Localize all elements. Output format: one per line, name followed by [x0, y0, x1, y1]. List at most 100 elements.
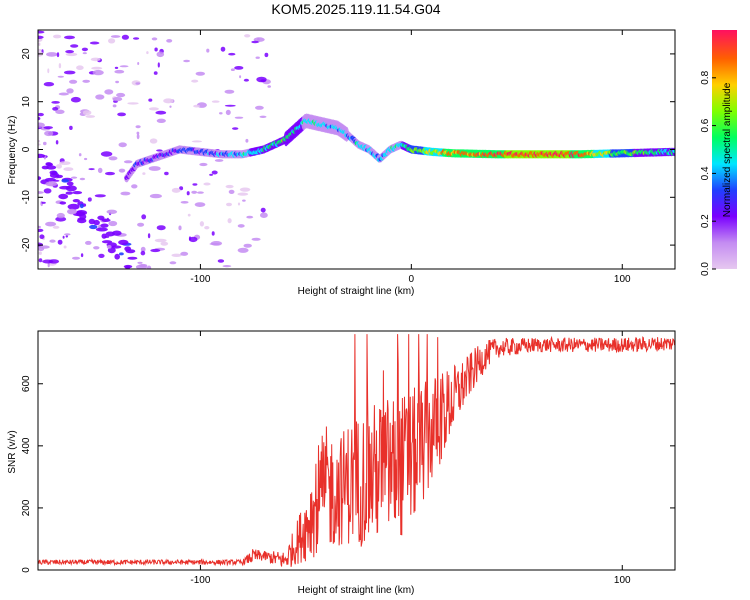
ridge-blob [79, 213, 87, 220]
noise-blob [41, 201, 46, 204]
spectrogram-x-tick-label: 100 [614, 274, 631, 285]
spectrogram-x-axis-label: Height of straight line (km) [298, 286, 415, 297]
noise-blob [100, 151, 113, 157]
ridge-blob [38, 153, 46, 158]
noise-blob [87, 197, 92, 202]
noise-blob [149, 138, 158, 144]
noise-blob [164, 171, 169, 176]
noise-blob [251, 40, 259, 44]
noise-blob [80, 253, 84, 258]
noise-blob [51, 101, 60, 104]
noise-blob [230, 68, 235, 71]
noise-blob [65, 50, 74, 54]
spectrogram-x-tick-label: -100 [190, 274, 210, 285]
snr-y-tick-label: 0 [21, 567, 32, 573]
ridge-blob [72, 199, 80, 203]
colorbar-ticks: 0.0 0.2 0.4 0.6 0.8 [700, 70, 716, 276]
noise-blob [186, 191, 190, 196]
noise-blob [52, 225, 60, 229]
noise-blob [133, 37, 140, 40]
spectrogram-x-tick-label: 0 [409, 274, 415, 285]
noise-blob [56, 52, 60, 58]
noise-blob [148, 166, 161, 171]
noise-blob [225, 184, 234, 189]
noise-blob [169, 261, 177, 265]
noise-blob [211, 231, 215, 236]
snr-y-tick-label: 200 [21, 499, 32, 516]
ridge-blob [79, 203, 84, 209]
noise-blob [93, 246, 100, 250]
noise-blob [115, 80, 119, 84]
snr-x-tick-label: 100 [614, 575, 631, 586]
ridge-blob [65, 191, 73, 195]
noise-blob [44, 130, 54, 137]
noise-blob [108, 38, 116, 44]
noise-blob [90, 57, 101, 62]
noise-blob [43, 141, 47, 146]
ridge-blob [44, 177, 56, 182]
noise-blob [89, 41, 100, 45]
noise-blob [199, 162, 208, 167]
ridge-blob [101, 218, 111, 222]
noise-blob [142, 172, 146, 175]
noise-blob [106, 209, 118, 214]
ridge-blob [107, 247, 116, 254]
noise-blob [232, 127, 239, 130]
noise-blob [58, 63, 62, 69]
noise-blob [210, 241, 223, 246]
spectrogram-frame [37, 29, 676, 270]
noise-blob [82, 110, 92, 116]
noise-blob [91, 66, 103, 70]
noise-blob [203, 182, 211, 186]
ridge-blob [118, 239, 129, 245]
colorbar-tick-label: 0.6 [700, 118, 711, 132]
noise-blob [169, 105, 172, 108]
noise-blob [206, 48, 210, 53]
noise-blob [55, 140, 59, 145]
spectrogram-y-tick-label: 20 [21, 48, 32, 60]
snr-ticks: -100 100 0 200 400 600 [21, 331, 675, 586]
colorbar-tick-label: 0.0 [700, 262, 711, 276]
noise-blob [188, 236, 192, 241]
ridge-blob [95, 227, 108, 232]
ridge-blob [127, 256, 138, 260]
colorbar: 0.0 0.2 0.4 0.6 0.8 Normalized spectral ampl… [700, 30, 737, 276]
noise-blob [95, 94, 105, 100]
noise-blob [243, 243, 252, 248]
noise-blob [69, 125, 73, 130]
noise-blob [154, 47, 158, 52]
colorbar-tick-label: 0.2 [700, 214, 711, 228]
noise-blob [82, 79, 90, 83]
ridge-blob [49, 172, 60, 178]
noise-blob [112, 104, 117, 108]
noise-blob [38, 116, 41, 121]
noise-blob [38, 112, 44, 117]
noise-blob [237, 224, 245, 228]
ridge-blob [67, 208, 77, 215]
snr-panel: -100 100 0 200 400 600 Height of straight lin… [7, 330, 676, 596]
noise-blob [180, 251, 189, 256]
noise-blob [114, 69, 125, 74]
noise-blob [110, 35, 121, 38]
noise-blob [76, 65, 84, 70]
noise-blob [118, 142, 127, 148]
noise-blob [63, 70, 76, 75]
snr-frame [37, 330, 676, 571]
chart-title: KOM5.2025.119.11.54.G04 [271, 1, 441, 17]
noise-blob [78, 153, 82, 157]
noise-blob [224, 104, 236, 107]
noise-blob [171, 187, 181, 193]
ridge-blob [38, 176, 42, 180]
noise-blob [38, 258, 43, 263]
noise-blob [204, 226, 210, 230]
snr-series-line [38, 334, 675, 567]
noise-blob [156, 51, 165, 58]
noise-blob [191, 190, 198, 194]
noise-blob [197, 191, 204, 194]
noise-blob [135, 82, 141, 85]
ridge-blob [114, 253, 120, 260]
noise-blob [260, 212, 268, 218]
noise-blob [137, 62, 140, 65]
